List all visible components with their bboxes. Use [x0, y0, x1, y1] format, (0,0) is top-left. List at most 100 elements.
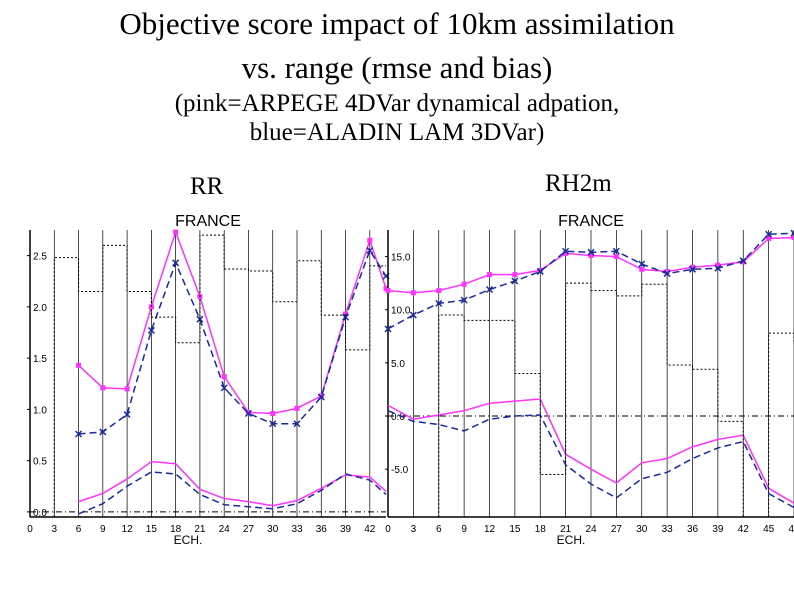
data-point [663, 270, 671, 278]
y-tick-label: -5.0 [391, 465, 409, 476]
data-point [124, 386, 130, 392]
data-point [436, 288, 442, 294]
data-point [221, 374, 227, 380]
data-point [790, 229, 794, 237]
x-tick-label: 12 [484, 524, 496, 535]
data-point [765, 230, 773, 238]
slide-subtitle-line1: (pink=ARPEGE 4DVar dynamical adpation, [174, 90, 620, 117]
x-tick-label: 24 [219, 524, 231, 535]
panel-label-rh2m: RH2m [545, 170, 612, 197]
data-point [690, 264, 695, 270]
x-tick-label: 3 [411, 524, 417, 535]
x-tick-label: 6 [76, 524, 82, 535]
x-tick-label: 15 [146, 524, 158, 535]
y-tick-label: 0.0 [33, 508, 47, 519]
series-line-blue-bias [387, 410, 794, 509]
y-tick-label: 10.0 [391, 306, 411, 317]
x-tick-label: 39 [712, 524, 724, 535]
y-tick-label: 2.5 [33, 252, 47, 263]
data-point [294, 405, 300, 411]
x-tick-label: 21 [560, 524, 572, 535]
slide-title-line1: Objective score impact of 10km assimilat… [119, 6, 675, 41]
series-line-sample-count-step- [438, 282, 794, 518]
data-point [410, 290, 416, 296]
data-point [220, 384, 228, 392]
data-point [688, 265, 697, 273]
series-line-pink-bias [78, 460, 387, 507]
chart-title: FRANCE [175, 213, 241, 230]
x-tick-label: 36 [316, 524, 328, 535]
data-point [343, 311, 349, 317]
x-axis-label: ECH. [557, 533, 586, 547]
x-tick-label: 18 [170, 524, 182, 535]
data-point [147, 326, 155, 334]
data-point [766, 236, 772, 242]
data-point [664, 268, 670, 274]
data-point [588, 253, 594, 259]
y-tick-label: 2.0 [33, 303, 47, 314]
series-line-sample-count-step- [53, 234, 386, 517]
x-tick-label: 30 [267, 524, 279, 535]
data-point [714, 264, 722, 272]
data-point [123, 410, 131, 419]
data-point [563, 250, 569, 256]
x-tick-label: 42 [364, 524, 376, 535]
x-tick-label: 9 [100, 524, 106, 535]
data-point [270, 410, 276, 416]
y-tick-label: 0.0 [391, 412, 405, 423]
series-line-blue-rmse [78, 248, 387, 435]
data-point [293, 420, 301, 428]
x-tick-label: 3 [51, 524, 57, 535]
data-point [587, 248, 595, 256]
data-point [367, 237, 373, 243]
series-line-pink-rmse [78, 229, 387, 415]
x-tick-label: 6 [436, 524, 442, 535]
data-point [75, 430, 83, 438]
data-point [317, 393, 325, 401]
panel-label-rr: RR [190, 173, 224, 200]
x-tick-label: 42 [738, 524, 750, 535]
data-point [638, 260, 646, 268]
x-axis-label: ECH. [174, 533, 203, 547]
data-point [173, 229, 179, 235]
x-tick-label: 0 [27, 524, 33, 535]
data-point [366, 246, 374, 255]
data-point [100, 385, 106, 391]
y-tick-label: 15.0 [391, 253, 411, 264]
data-point [409, 311, 417, 319]
data-point [613, 254, 619, 260]
data-point [487, 272, 492, 278]
data-point [612, 247, 620, 255]
data-point [342, 313, 350, 321]
x-tick-label: 36 [687, 524, 699, 535]
data-point [512, 272, 518, 278]
data-point [715, 262, 721, 268]
x-tick-label: 30 [636, 524, 648, 535]
chart-panel-2: FRANCE036912151821242730333639424548ECH.… [384, 213, 794, 547]
x-tick-label: 45 [763, 524, 775, 535]
x-tick-label: 27 [611, 524, 623, 535]
data-point [461, 281, 467, 287]
slide-title-line2: vs. range (rmse and bias) [241, 50, 553, 85]
data-point [485, 285, 494, 294]
data-point [244, 409, 252, 418]
data-point [536, 267, 544, 275]
data-point [460, 296, 468, 304]
data-point [740, 259, 746, 265]
chart-title: FRANCE [558, 213, 624, 230]
data-point [639, 266, 645, 272]
data-point [435, 299, 443, 307]
x-tick-label: 9 [461, 524, 467, 535]
data-point [99, 428, 107, 436]
data-point [537, 267, 543, 273]
data-point [384, 325, 392, 333]
x-tick-label: 33 [662, 524, 674, 535]
x-tick-label: 33 [291, 524, 303, 535]
x-tick-label: 48 [788, 524, 794, 535]
x-tick-label: 27 [243, 524, 255, 535]
data-point [562, 247, 570, 255]
data-point [76, 362, 82, 368]
x-tick-label: 12 [122, 524, 134, 535]
x-tick-label: 0 [385, 524, 391, 535]
y-tick-label: 0.5 [33, 457, 47, 468]
